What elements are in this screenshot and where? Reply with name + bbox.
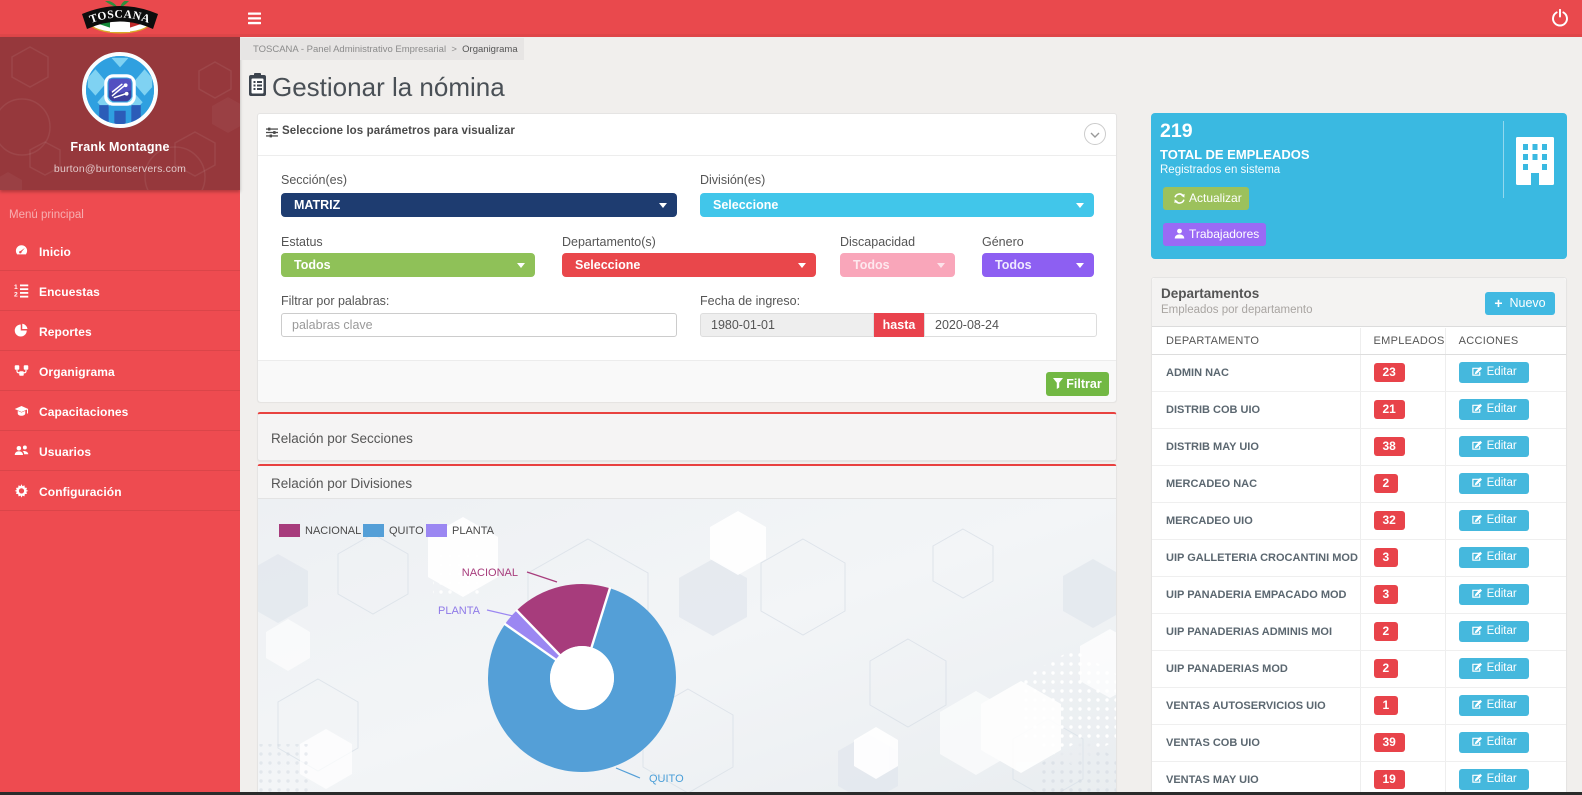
svg-text:QUITO: QUITO <box>649 773 684 785</box>
svg-text:PLANTA: PLANTA <box>438 605 481 617</box>
svg-text:2: 2 <box>14 292 18 299</box>
svg-text:TOSCANA: TOSCANA <box>88 8 152 26</box>
svg-text:1: 1 <box>14 284 18 291</box>
svg-text:NACIONAL: NACIONAL <box>462 567 518 579</box>
